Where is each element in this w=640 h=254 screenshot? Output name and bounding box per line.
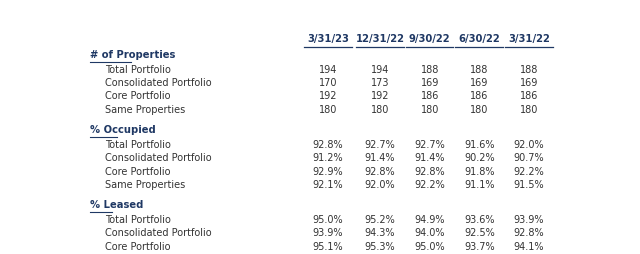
Text: 169: 169	[520, 78, 538, 88]
Text: 95.1%: 95.1%	[313, 242, 343, 252]
Text: 92.8%: 92.8%	[513, 228, 544, 238]
Text: 94.9%: 94.9%	[415, 215, 445, 225]
Text: 192: 192	[371, 91, 389, 101]
Text: 92.7%: 92.7%	[414, 140, 445, 150]
Text: Total Portfolio: Total Portfolio	[105, 215, 171, 225]
Text: 186: 186	[520, 91, 538, 101]
Text: 92.2%: 92.2%	[513, 167, 544, 177]
Text: 92.9%: 92.9%	[313, 167, 343, 177]
Text: 180: 180	[319, 105, 337, 115]
Text: 92.8%: 92.8%	[414, 167, 445, 177]
Text: 9/30/22: 9/30/22	[409, 34, 451, 44]
Text: Core Portfolio: Core Portfolio	[105, 242, 170, 252]
Text: 188: 188	[420, 65, 439, 75]
Text: 180: 180	[470, 105, 488, 115]
Text: # of Properties: # of Properties	[90, 50, 175, 60]
Text: 92.8%: 92.8%	[313, 140, 343, 150]
Text: 180: 180	[520, 105, 538, 115]
Text: 94.3%: 94.3%	[365, 228, 396, 238]
Text: 95.0%: 95.0%	[313, 215, 343, 225]
Text: 93.9%: 93.9%	[514, 215, 544, 225]
Text: 169: 169	[470, 78, 488, 88]
Text: 180: 180	[420, 105, 439, 115]
Text: Core Portfolio: Core Portfolio	[105, 91, 170, 101]
Text: 91.1%: 91.1%	[464, 180, 495, 190]
Text: 90.7%: 90.7%	[513, 153, 544, 163]
Text: 91.4%: 91.4%	[415, 153, 445, 163]
Text: 91.5%: 91.5%	[513, 180, 544, 190]
Text: Core Portfolio: Core Portfolio	[105, 167, 170, 177]
Text: 3/31/23: 3/31/23	[307, 34, 349, 44]
Text: 93.6%: 93.6%	[464, 215, 495, 225]
Text: 170: 170	[319, 78, 337, 88]
Text: 92.5%: 92.5%	[464, 228, 495, 238]
Text: 90.2%: 90.2%	[464, 153, 495, 163]
Text: 91.6%: 91.6%	[464, 140, 495, 150]
Text: 3/31/22: 3/31/22	[508, 34, 550, 44]
Text: 95.3%: 95.3%	[365, 242, 396, 252]
Text: 91.2%: 91.2%	[313, 153, 343, 163]
Text: 91.8%: 91.8%	[464, 167, 495, 177]
Text: 186: 186	[470, 91, 488, 101]
Text: % Leased: % Leased	[90, 200, 143, 210]
Text: 6/30/22: 6/30/22	[458, 34, 500, 44]
Text: Same Properties: Same Properties	[105, 105, 185, 115]
Text: 180: 180	[371, 105, 389, 115]
Text: 169: 169	[420, 78, 439, 88]
Text: 93.9%: 93.9%	[313, 228, 343, 238]
Text: 92.2%: 92.2%	[414, 180, 445, 190]
Text: Same Properties: Same Properties	[105, 180, 185, 190]
Text: 173: 173	[371, 78, 389, 88]
Text: Consolidated Portfolio: Consolidated Portfolio	[105, 228, 211, 238]
Text: 12/31/22: 12/31/22	[356, 34, 404, 44]
Text: 94.0%: 94.0%	[415, 228, 445, 238]
Text: % Occupied: % Occupied	[90, 125, 156, 135]
Text: 93.7%: 93.7%	[464, 242, 495, 252]
Text: 95.0%: 95.0%	[414, 242, 445, 252]
Text: 91.4%: 91.4%	[365, 153, 396, 163]
Text: 94.1%: 94.1%	[514, 242, 544, 252]
Text: 92.8%: 92.8%	[365, 167, 396, 177]
Text: 92.7%: 92.7%	[365, 140, 396, 150]
Text: 92.1%: 92.1%	[313, 180, 343, 190]
Text: 186: 186	[420, 91, 439, 101]
Text: Consolidated Portfolio: Consolidated Portfolio	[105, 153, 211, 163]
Text: 92.0%: 92.0%	[513, 140, 544, 150]
Text: 194: 194	[371, 65, 389, 75]
Text: Total Portfolio: Total Portfolio	[105, 65, 171, 75]
Text: 95.2%: 95.2%	[365, 215, 396, 225]
Text: 188: 188	[520, 65, 538, 75]
Text: 194: 194	[319, 65, 337, 75]
Text: 92.0%: 92.0%	[365, 180, 396, 190]
Text: 192: 192	[319, 91, 337, 101]
Text: 188: 188	[470, 65, 488, 75]
Text: Total Portfolio: Total Portfolio	[105, 140, 171, 150]
Text: Consolidated Portfolio: Consolidated Portfolio	[105, 78, 211, 88]
